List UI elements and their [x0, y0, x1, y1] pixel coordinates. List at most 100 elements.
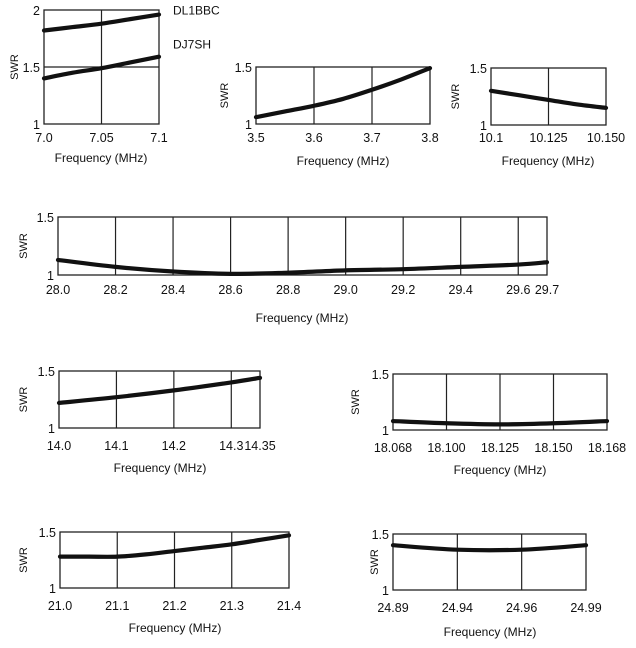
y-tick-label: 1.5: [38, 365, 55, 379]
chart-1: DL1BBC DJ7SH 7.0 7.05 7.1 1 1.5 2 Frequency (MHz…: [9, 4, 220, 165]
x-axis-label: Frequency (MHz): [55, 151, 148, 165]
plot-frame: [392, 533, 587, 591]
y-axis-label: SWR: [450, 84, 462, 110]
legend-label: DL1BBC: [173, 4, 220, 18]
x-tick-label: 18.125: [481, 441, 519, 455]
x-tick-label: 7.0: [35, 131, 52, 145]
x-tick-label: 7.05: [89, 131, 113, 145]
series-line-dl1bbc: [41, 12, 162, 33]
chart-5: 14.0 14.1 14.2 14.3 14.35 1 1.5 Frequency (MHz)…: [18, 365, 276, 475]
x-tick-label: 21.4: [277, 599, 301, 613]
x-tick-label: 28.8: [276, 283, 300, 297]
y-tick-label: 1: [48, 422, 55, 436]
x-tick-label: 14.1: [104, 439, 128, 453]
plot-frame: [58, 370, 261, 429]
x-tick-label: 3.5: [247, 131, 264, 145]
x-tick-label: 14.3: [219, 439, 243, 453]
x-axis-label: Frequency (MHz): [454, 463, 547, 477]
series-line-swr: [488, 88, 609, 110]
y-tick-label: 1: [245, 118, 252, 132]
x-tick-label: 24.96: [506, 601, 537, 615]
chart-8: 24.89 24.94 24.96 24.99 1 1.5 Frequency (MHz) S…: [369, 528, 602, 639]
x-tick-label: 3.6: [305, 131, 322, 145]
x-tick-label: 10.125: [529, 131, 567, 145]
plot-frame: [43, 9, 160, 125]
x-tick-label: 29.4: [449, 283, 473, 297]
series-line-swr: [390, 543, 589, 553]
y-tick-label: 1: [33, 118, 40, 132]
series-line-dj7sh: [41, 54, 162, 81]
x-tick-label: 10.1: [479, 131, 503, 145]
x-tick-label: 14.0: [47, 439, 71, 453]
chart-7: 21.0 21.1 21.2 21.3 21.4 1 1.5 Frequency (MHz) S…: [18, 526, 301, 635]
y-tick-label: 1.5: [372, 528, 389, 542]
x-tick-label: 14.35: [244, 439, 275, 453]
x-tick-label: 18.068: [374, 441, 412, 455]
y-axis-label: SWR: [350, 389, 362, 415]
x-tick-label: 21.1: [105, 599, 129, 613]
x-tick-label: 29.6: [506, 283, 530, 297]
plot-frame: [392, 373, 608, 431]
x-axis-label: Frequency (MHz): [256, 311, 349, 325]
plot-frame: [57, 216, 548, 276]
x-tick-label: 3.7: [363, 131, 380, 145]
x-tick-label: 28.4: [161, 283, 185, 297]
series-line-swr: [55, 257, 550, 276]
chart-3: 10.1 10.125 10.150 1 1.5 Frequency (MHz) SWR: [450, 62, 625, 168]
plot-frame: [255, 66, 431, 125]
y-axis-label: SWR: [18, 387, 30, 413]
x-tick-label: 21.0: [48, 599, 72, 613]
x-tick-label: 29.7: [535, 283, 559, 297]
x-tick-label: 18.150: [534, 441, 572, 455]
x-tick-label: 28.6: [218, 283, 242, 297]
chart-2: 3.5 3.6 3.7 3.8 1 1.5 Frequency (MHz) SWR: [219, 61, 439, 168]
y-tick-label: 2: [33, 4, 40, 18]
x-axis-label: Frequency (MHz): [444, 625, 537, 639]
x-tick-label: 7.1: [150, 131, 167, 145]
y-axis-label: SWR: [18, 547, 30, 573]
y-tick-label: 1: [480, 119, 487, 133]
x-tick-label: 24.99: [570, 601, 601, 615]
x-tick-label: 10.150: [587, 131, 625, 145]
x-tick-label: 24.94: [442, 601, 473, 615]
y-axis-label: SWR: [18, 233, 30, 259]
x-axis-label: Frequency (MHz): [129, 621, 222, 635]
series-line-swr: [253, 66, 433, 120]
y-tick-label: 1.5: [39, 526, 56, 540]
x-tick-label: 24.89: [377, 601, 408, 615]
x-axis-label: Frequency (MHz): [114, 461, 207, 475]
plot-frame: [59, 531, 290, 589]
y-tick-label: 1.5: [470, 62, 487, 76]
legend-label: DJ7SH: [173, 38, 211, 52]
y-tick-label: 1.5: [37, 211, 54, 225]
y-tick-label: 1: [382, 584, 389, 598]
y-axis-label: SWR: [219, 83, 231, 109]
y-axis-label: SWR: [9, 54, 21, 80]
y-tick-label: 1: [49, 582, 56, 596]
y-tick-label: 1.5: [235, 61, 252, 75]
x-tick-label: 28.2: [103, 283, 127, 297]
x-tick-label: 18.168: [588, 441, 626, 455]
x-axis-label: Frequency (MHz): [502, 154, 595, 168]
y-axis-label: SWR: [369, 549, 381, 575]
series-line-swr: [56, 375, 263, 406]
x-tick-label: 14.2: [162, 439, 186, 453]
x-tick-label: 21.3: [220, 599, 244, 613]
y-tick-label: 1: [47, 269, 54, 283]
x-tick-label: 29.2: [391, 283, 415, 297]
x-tick-label: 18.100: [427, 441, 465, 455]
x-tick-label: 28.0: [46, 283, 70, 297]
plot-frame: [490, 67, 607, 126]
chart-4: 28.0 28.2 28.4 28.6 28.8 29.0 29.2 29.4 29.6 29.7…: [18, 211, 559, 325]
x-tick-label: 21.2: [162, 599, 186, 613]
x-axis-label: Frequency (MHz): [297, 154, 390, 168]
y-tick-label: 1: [382, 424, 389, 438]
chart-6: 18.068 18.100 18.125 18.150 18.168 1 1.5 Freque…: [350, 368, 626, 477]
y-tick-label: 1.5: [23, 61, 40, 75]
series-line-swr: [390, 418, 610, 427]
y-tick-label: 1.5: [372, 368, 389, 382]
x-tick-label: 3.8: [421, 131, 438, 145]
x-tick-label: 29.0: [333, 283, 357, 297]
series-line-swr: [57, 533, 292, 559]
